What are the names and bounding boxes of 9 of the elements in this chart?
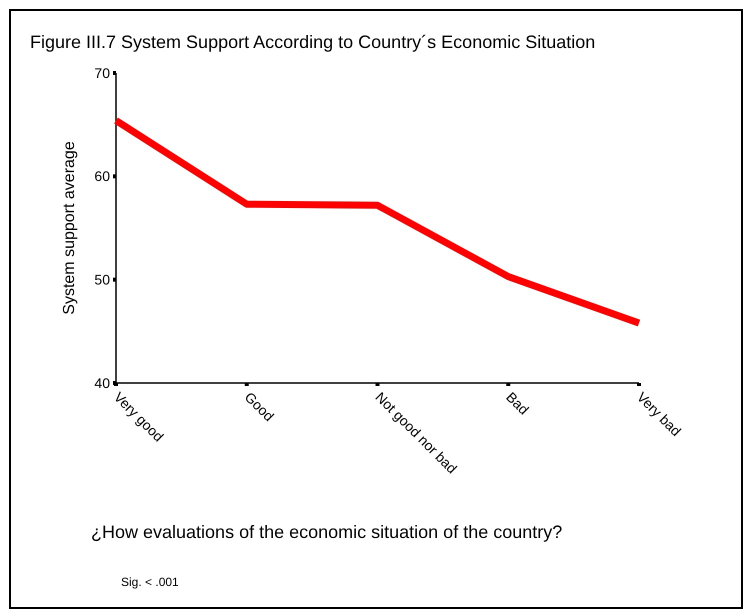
text: Sig. < .001 — [121, 575, 180, 589]
y-tick-label: 50 — [94, 272, 110, 288]
x-axis-title: ¿How evaluations of the economic situation of the country? — [91, 522, 562, 542]
y-axis-title: System support average — [61, 141, 78, 315]
y-tick-label: 40 — [94, 374, 110, 391]
y-tick-label: 70 — [94, 64, 110, 81]
x-tick-label: Bad — [503, 388, 532, 418]
chart-title: Figure III.7 System Support According to Country´s Economic Situation — [30, 32, 596, 52]
y-tick-label: 60 — [94, 168, 110, 184]
